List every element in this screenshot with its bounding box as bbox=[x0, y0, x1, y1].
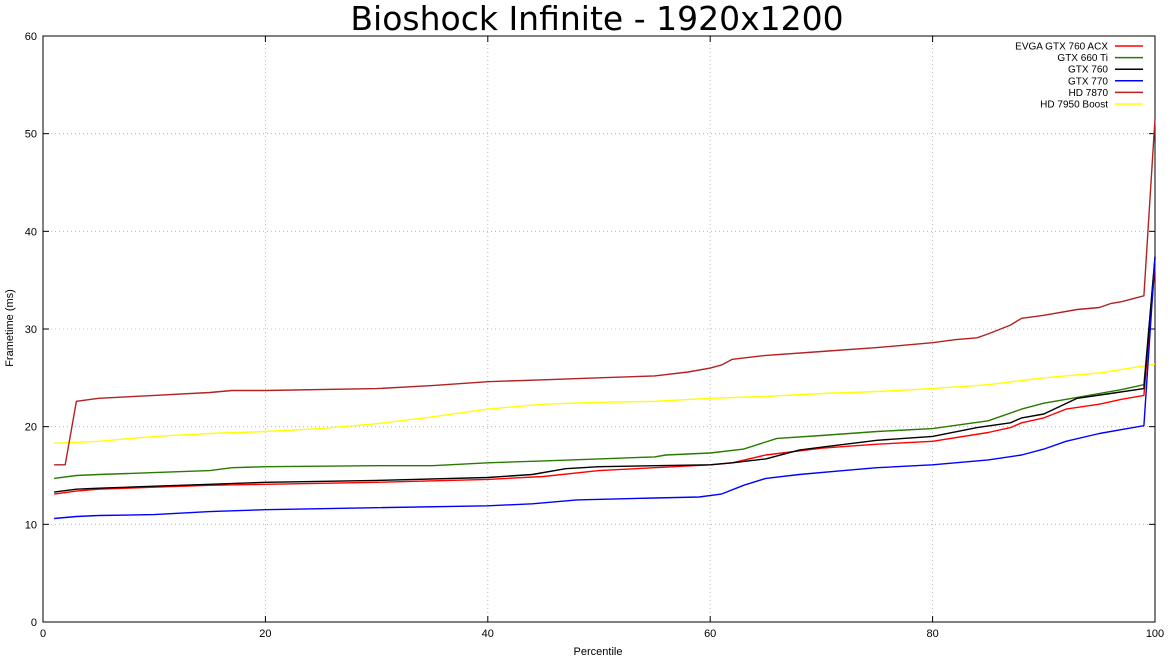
series-line-gtx-760 bbox=[54, 256, 1156, 493]
gridlines bbox=[43, 36, 1155, 622]
y-tick-label: 60 bbox=[25, 31, 37, 43]
legend-label-hd-7870: HD 7870 bbox=[1069, 88, 1109, 99]
y-axis-title: Frametime (ms) bbox=[4, 289, 16, 367]
x-tick-label: 40 bbox=[482, 628, 494, 640]
legend-label-gtx-760: GTX 760 bbox=[1068, 65, 1108, 76]
series-line-hd-7950-boost bbox=[54, 363, 1156, 444]
legend-label-hd-7950-boost: HD 7950 Boost bbox=[1040, 100, 1108, 111]
legend-label-evga-gtx-760-acx: EVGA GTX 760 ACX bbox=[1015, 42, 1108, 53]
y-tick-label: 20 bbox=[25, 422, 37, 434]
chart-title: Bioshock Infinite - 1920x1200 bbox=[350, 0, 843, 38]
y-tick-label: 40 bbox=[25, 226, 37, 238]
y-tick-label: 30 bbox=[25, 324, 37, 336]
x-tick-label: 20 bbox=[259, 628, 271, 640]
series-line-hd-7870 bbox=[54, 118, 1156, 466]
legend-label-gtx-660-ti: GTX 660 Ti bbox=[1057, 53, 1108, 64]
y-tick-label: 10 bbox=[25, 519, 37, 531]
series-lines bbox=[54, 118, 1156, 520]
axis-ticks: 0 20 40 60 80 100 0 10 20 30 40 50 60 bbox=[25, 31, 1164, 640]
series-line-gtx-660-ti bbox=[54, 258, 1156, 480]
x-tick-label: 0 bbox=[40, 628, 46, 640]
y-tick-label: 50 bbox=[25, 129, 37, 141]
series-line-evga-gtx-760-acx bbox=[54, 265, 1156, 495]
y-tick-label: 0 bbox=[31, 617, 37, 629]
x-axis-title: Percentile bbox=[574, 646, 623, 658]
x-tick-label: 80 bbox=[926, 628, 938, 640]
x-tick-label: 60 bbox=[704, 628, 716, 640]
series-line-gtx-770 bbox=[54, 257, 1156, 520]
legend-label-gtx-770: GTX 770 bbox=[1068, 76, 1108, 87]
x-tick-label: 100 bbox=[1146, 628, 1164, 640]
